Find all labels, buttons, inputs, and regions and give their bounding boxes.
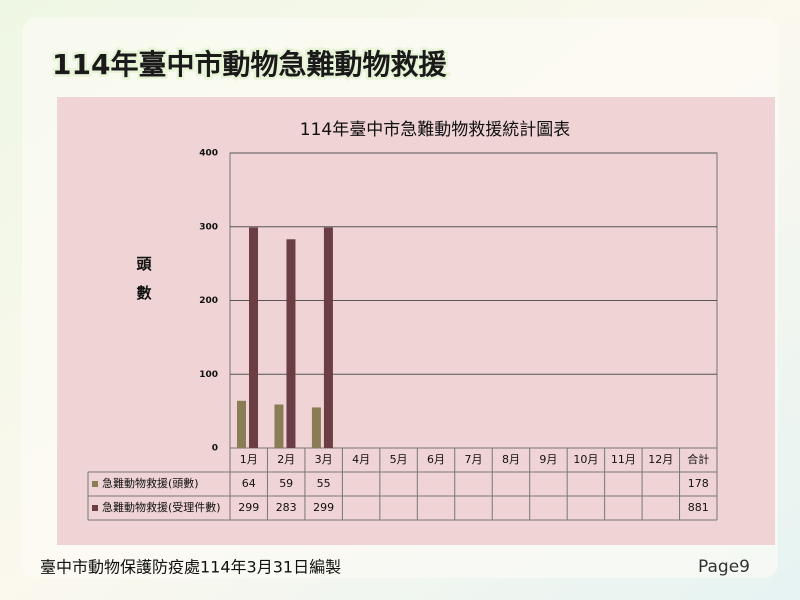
table-value: 283 (276, 501, 297, 514)
x-tick-label: 12月 (648, 453, 673, 466)
x-tick-label: 3月 (315, 453, 333, 466)
legend-label: 急難動物救援(頭數) (102, 476, 199, 490)
x-tick-label: 6月 (427, 453, 445, 466)
table-value: 299 (238, 501, 259, 514)
y-tick-label: 200 (199, 296, 218, 306)
bar (286, 239, 296, 448)
x-tick-label: 11月 (611, 453, 636, 466)
x-tick-label: 1月 (240, 453, 258, 466)
page-number: Page9 (698, 557, 750, 577)
y-tick-label: 300 (199, 222, 218, 232)
x-tick-label: 2月 (277, 453, 295, 466)
legend-swatch (92, 505, 98, 511)
bar (323, 227, 333, 448)
table-total: 881 (688, 501, 709, 514)
footer: 臺中市動物保護防疫處114年3月31日編製 (40, 558, 341, 577)
x-tick-label: 9月 (539, 453, 557, 466)
table-total: 178 (688, 477, 709, 490)
table-header: 合計 (687, 452, 709, 466)
slide-title: 114年臺中市動物急難動物救援 (52, 48, 447, 81)
chart-panel (57, 97, 775, 545)
y-tick-label: 100 (199, 370, 218, 380)
bar (311, 407, 321, 448)
x-tick-label: 5月 (390, 453, 408, 466)
bar (249, 227, 258, 448)
legend-label: 急難動物救援(受理件數) (102, 500, 221, 514)
table-value: 299 (313, 501, 334, 514)
x-tick-label: 8月 (502, 453, 520, 466)
table-value: 55 (317, 477, 331, 490)
x-tick-label: 4月 (352, 453, 370, 466)
x-tick-label: 7月 (465, 453, 483, 466)
y-tick-label: 0 (212, 444, 218, 454)
table-value: 59 (279, 477, 293, 490)
bar (274, 404, 284, 448)
chart-title: 114年臺中市急難動物救援統計圖表 (300, 120, 570, 140)
bar (237, 400, 246, 448)
x-tick-label: 10月 (573, 453, 598, 466)
legend-swatch (92, 481, 98, 487)
y-tick-label: 400 (199, 149, 218, 159)
y-axis-label: 頭數 (135, 256, 153, 314)
table-value: 64 (242, 477, 256, 490)
